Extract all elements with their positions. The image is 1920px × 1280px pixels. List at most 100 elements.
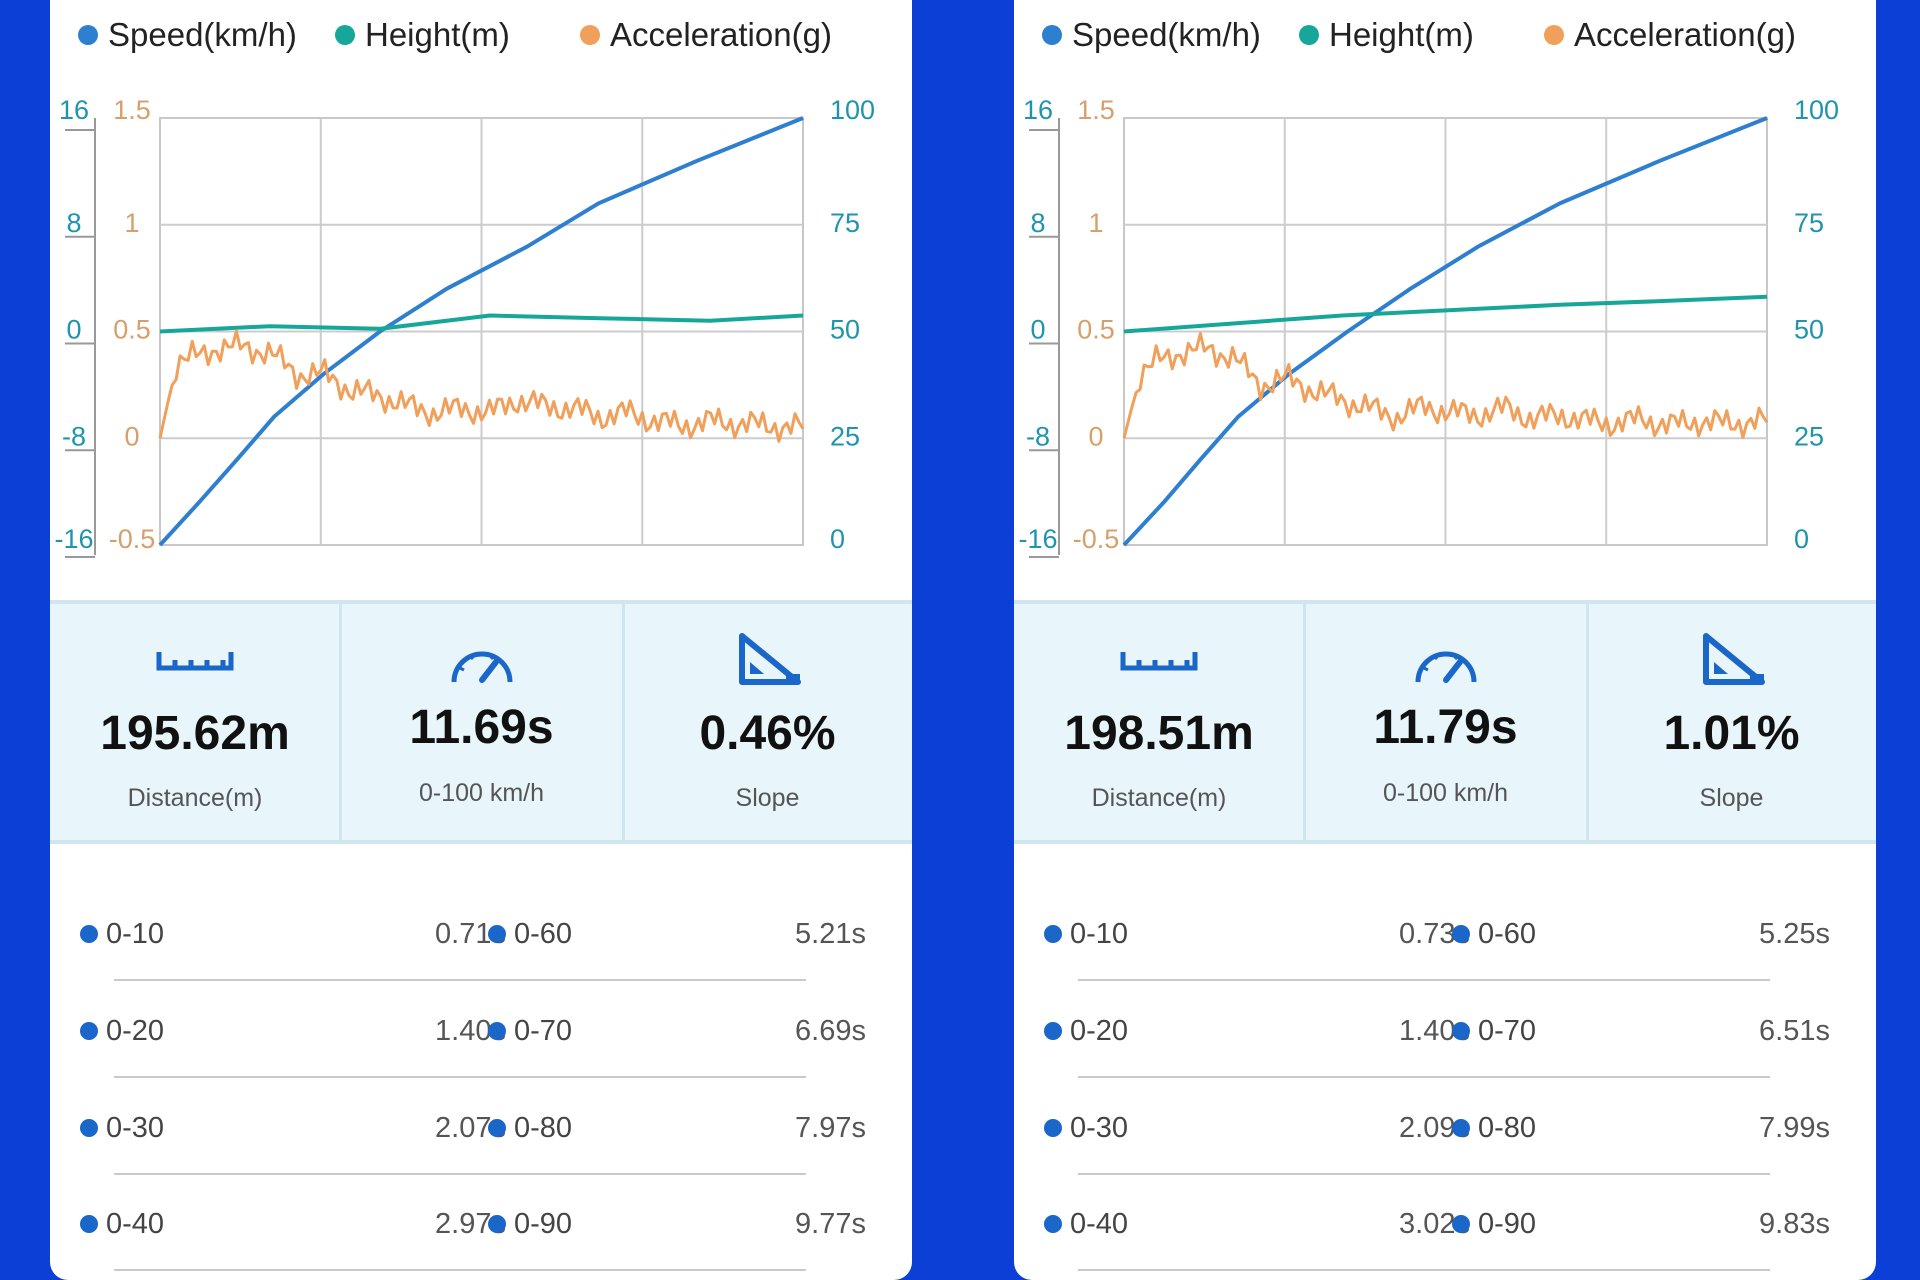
row-divider [114,1269,806,1271]
split-range-label: 0-90 [1478,1207,1537,1240]
legend-label: Speed(km/h) [1072,16,1261,53]
split-range-right: 0-70 [1452,1001,1536,1061]
bullet-icon [1044,1022,1062,1040]
series-acceleration-line [158,329,805,443]
series-height-line [159,313,804,334]
stat-divider [1586,604,1589,840]
split-range-label: 0-80 [1478,1111,1537,1144]
speed-axis-tick-label: 25 [1794,421,1824,451]
height-axis-tick-label: 16 [1023,95,1053,125]
bullet-icon [80,1119,98,1137]
split-range-label: 0-60 [514,917,573,950]
stat-label: Distance(m) [1091,784,1227,812]
split-range-right: 0-70 [488,1001,572,1061]
split-range-label: 0-70 [1478,1014,1537,1047]
split-range-left: 0-10 [80,904,164,964]
split-range-left: 0-30 [1044,1098,1128,1158]
split-range-left: 0-30 [80,1098,164,1158]
legend-item[interactable]: Height(m) [335,10,510,60]
acceleration-axis-tick-label: 1 [124,208,139,238]
split-range-label: 0-60 [1478,917,1537,950]
row-divider [114,1076,806,1078]
row-divider [1078,1076,1770,1078]
split-time-left: 0.73s [1399,917,1470,950]
split-time-left: 1.40s [1399,1014,1470,1047]
split-time-right: 7.97s [795,1111,866,1144]
height-axis-tick-label: -16 [1018,524,1057,554]
stat-label: Distance(m) [127,784,263,812]
split-time-right: 9.83s [1759,1207,1830,1240]
split-range-label: 0-30 [106,1111,165,1144]
speed-axis-tick-label: 100 [1794,95,1839,125]
stat-divider [339,604,342,840]
stat-value: 198.51m [1064,707,1254,760]
split-range-left: 0-40 [80,1194,164,1254]
split-range-left: 0-20 [80,1001,164,1061]
table-row: 0-30 2.07s 0-80 7.97s [50,1098,912,1158]
ruler-icon [1014,632,1304,688]
chart-legend: Speed(km/h) Height(m) Acceleration(g) [50,10,912,60]
split-range-right: 0-90 [488,1194,572,1254]
legend-item[interactable]: Speed(km/h) [1042,10,1261,60]
bullet-icon [80,1215,98,1233]
split-time-left: 2.07s [435,1111,506,1144]
split-time-right: 5.21s [795,917,866,950]
row-divider [1078,1269,1770,1271]
acceleration-axis-tick-label: 0 [1088,421,1103,451]
stat-value: 195.62m [100,707,290,760]
table-row: 0-40 3.02s 0-90 9.83s [1014,1194,1876,1254]
legend-item[interactable]: Acceleration(g) [580,10,832,60]
legend-dot-icon [1042,25,1062,45]
legend-label: Speed(km/h) [108,16,297,53]
legend-item[interactable]: Speed(km/h) [78,10,297,60]
height-axis-tick-label: 16 [59,95,89,125]
acceleration-axis-tick-label: -0.5 [1073,524,1120,554]
bullet-icon [488,1022,506,1040]
speedometer-icon [1304,632,1587,688]
split-time-left: 1.40s [435,1014,506,1047]
stat-value: 11.69s [409,701,554,754]
row-divider [114,1173,806,1175]
stat-divider [622,604,625,840]
ruler-icon [50,632,340,688]
legend-dot-icon [1544,25,1564,45]
split-range-label: 0-90 [514,1207,573,1240]
legend-label: Height(m) [1329,16,1474,53]
split-time-left: 2.09s [1399,1111,1470,1144]
split-range-label: 0-70 [514,1014,573,1047]
height-axis-tick-label: 8 [66,208,81,238]
acceleration-axis-tick-label: 1 [1088,208,1103,238]
table-row: 0-10 0.71s 0-60 5.21s [50,904,912,964]
stat-value: 11.79s [1373,701,1518,754]
split-range-right: 0-90 [1452,1194,1536,1254]
acceleration-axis-tick-label: 1.5 [113,95,151,125]
height-axis-tick-label: -8 [62,421,86,451]
table-row: 0-10 0.73s 0-60 5.25s [1014,904,1876,964]
stat-divider [1303,604,1306,840]
stat-2: 0.46% Slope [623,604,912,840]
acceleration-axis-tick-label: 0.5 [1077,315,1115,345]
height-axis-tick-label: 0 [1030,315,1045,345]
legend-label: Height(m) [365,16,510,53]
split-time-left: 0.71s [435,917,506,950]
summary-stats: 198.51m Distance(m) 11.79s 0-100 km/h 1.01% S… [1014,600,1876,844]
legend-item[interactable]: Height(m) [1299,10,1474,60]
split-range-right: 0-80 [1452,1098,1536,1158]
stat-label: Slope [1699,784,1764,812]
slope-icon [623,632,912,688]
split-range-label: 0-40 [106,1207,165,1240]
stat-value: 1.01% [1663,707,1800,760]
bullet-icon [488,1215,506,1233]
height-axis-tick-label: -8 [1026,421,1050,451]
split-time-left: 3.02s [1399,1207,1470,1240]
split-time-left: 2.97s [435,1207,506,1240]
performance-chart: 16 8 0 -8 -16 1.5 1 0.5 0 -0.5 100 75 50 25 0 [54,95,875,558]
series-speed-line [1122,116,1768,547]
split-range-left: 0-20 [1044,1001,1128,1061]
row-divider [1078,1173,1770,1175]
legend-item[interactable]: Acceleration(g) [1544,10,1796,60]
height-axis-tick-label: 0 [66,315,81,345]
stat-1: 11.69s 0-100 km/h [340,604,623,840]
stat-2: 1.01% Slope [1587,604,1876,840]
legend-dot-icon [580,25,600,45]
